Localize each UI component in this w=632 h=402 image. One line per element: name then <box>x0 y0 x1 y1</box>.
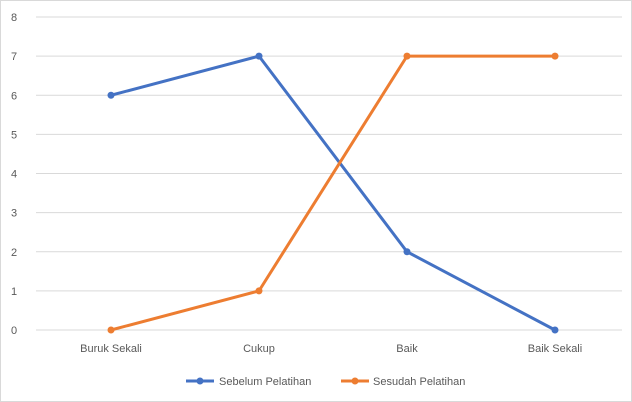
legend: Sebelum Pelatihan Sesudah Pelatihan <box>186 376 465 388</box>
data-point <box>403 52 411 60</box>
data-point <box>255 52 263 60</box>
data-point <box>255 287 263 295</box>
y-tick-label: 5 <box>11 129 17 141</box>
data-point <box>551 326 559 334</box>
y-tick-label: 1 <box>11 286 17 298</box>
y-tick-label: 4 <box>11 169 17 181</box>
x-tick-label: Buruk Sekali <box>80 343 142 355</box>
data-point <box>403 248 411 256</box>
series-group <box>107 52 559 334</box>
y-tick-label: 0 <box>11 325 17 337</box>
x-tick-label: Baik Sekali <box>528 343 582 355</box>
y-tick-label: 3 <box>11 208 17 220</box>
data-point <box>107 326 115 334</box>
gridlines <box>36 16 622 331</box>
x-tick-label: Cukup <box>243 343 275 355</box>
legend-marker-1 <box>196 377 204 385</box>
y-axis-ticks: 0 1 2 3 4 5 6 7 8 <box>11 12 17 337</box>
x-axis-ticks: Buruk Sekali Cukup Baik Baik Sekali <box>80 343 582 355</box>
legend-marker-2 <box>351 377 359 385</box>
y-tick-label: 2 <box>11 247 17 259</box>
y-tick-label: 6 <box>11 90 17 102</box>
series-line-1 <box>109 54 557 332</box>
y-tick-label: 7 <box>11 51 17 63</box>
x-tick-label: Baik <box>396 343 418 355</box>
data-point <box>107 91 115 99</box>
series-line-2 <box>109 54 557 332</box>
legend-label-2: Sesudah Pelatihan <box>373 376 465 388</box>
data-point <box>551 52 559 60</box>
legend-label-1: Sebelum Pelatihan <box>219 376 311 388</box>
y-tick-label: 8 <box>11 12 17 24</box>
